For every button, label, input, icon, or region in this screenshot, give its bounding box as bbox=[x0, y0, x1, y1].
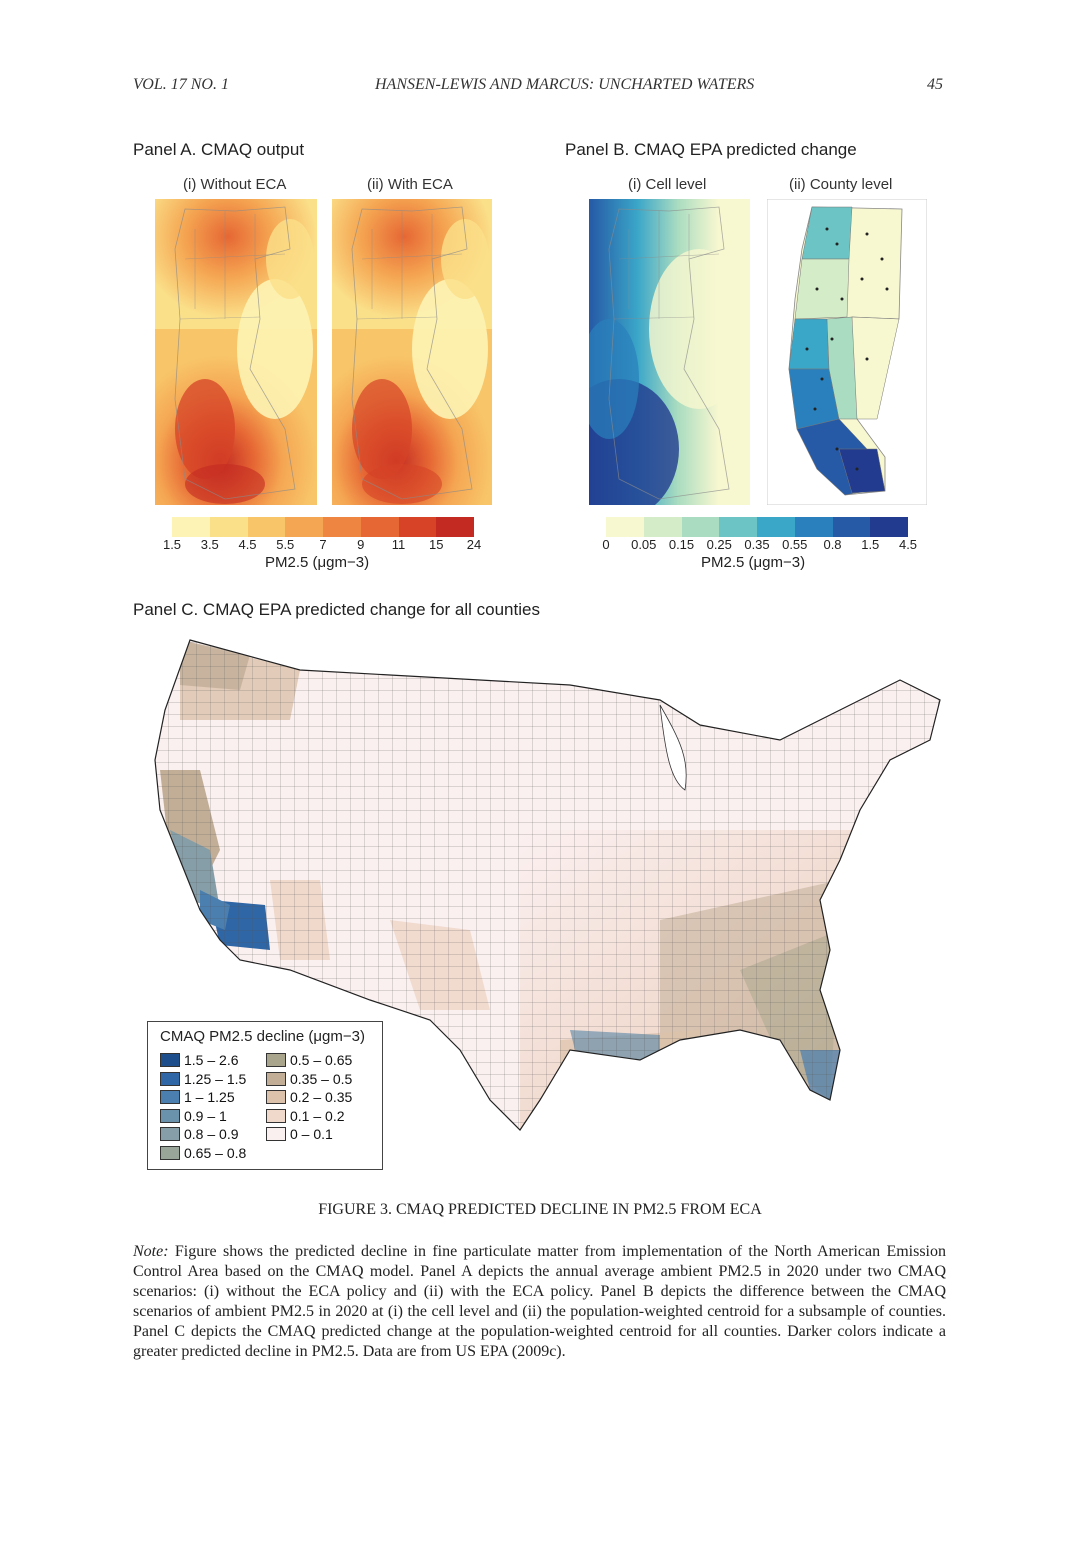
colorbar-segment bbox=[436, 517, 474, 537]
colorbar-tick-label: 7 bbox=[319, 537, 327, 552]
colorbar-tick-label: 4.5 bbox=[238, 537, 257, 552]
colorbar-segment bbox=[832, 517, 871, 537]
legend-title: CMAQ PM2.5 decline (μgm−3) bbox=[160, 1028, 365, 1045]
legend-swatch bbox=[160, 1053, 180, 1067]
colorbar-tick-label: 1.5 bbox=[162, 537, 182, 552]
panel-b-map-cell-level bbox=[589, 199, 750, 505]
panel-b-sub-ii: (ii) County level bbox=[789, 176, 893, 193]
panel-b-colorbar bbox=[606, 517, 908, 537]
legend-entry: 0.35 – 0.5 bbox=[266, 1071, 352, 1087]
colorbar-segment bbox=[719, 517, 757, 537]
legend-entry: 1 – 1.25 bbox=[160, 1089, 235, 1105]
panel-b-title: Panel B. CMAQ EPA predicted change bbox=[565, 140, 857, 159]
legend-entry: 0.5 – 0.65 bbox=[266, 1052, 352, 1068]
legend-entry: 0 – 0.1 bbox=[266, 1126, 333, 1142]
colorbar-tick-label: 5.5 bbox=[276, 537, 295, 552]
colorbar-segment bbox=[285, 517, 323, 537]
panel-b-map-county-level bbox=[767, 199, 927, 505]
legend-label: 0.5 – 0.65 bbox=[290, 1052, 353, 1068]
colorbar-segment bbox=[681, 517, 720, 537]
colorbar-tick-label: 0.15 bbox=[668, 537, 695, 552]
panel-b-units: PM2.5 (μgm−3) bbox=[701, 554, 806, 571]
legend-label: 0.9 – 1 bbox=[184, 1107, 227, 1124]
colorbar-segment bbox=[606, 517, 644, 537]
journal-volume: VOL. 17 NO. 1 bbox=[133, 76, 229, 93]
panel-b-sub-i: (i) Cell level bbox=[628, 176, 707, 193]
legend-label: 1 – 1.25 bbox=[184, 1089, 235, 1105]
legend-swatch bbox=[160, 1127, 180, 1141]
colorbar-tick-label: 9 bbox=[357, 537, 365, 552]
legend-label: 1.25 – 1.5 bbox=[184, 1070, 247, 1087]
panel-a-title: Panel A. CMAQ output bbox=[133, 140, 305, 159]
colorbar-tick-label: 1.5 bbox=[861, 537, 880, 552]
legend-swatch bbox=[266, 1071, 286, 1086]
colorbar-segment bbox=[323, 517, 361, 537]
legend-label: 1.5 – 2.6 bbox=[184, 1052, 239, 1068]
figure-caption: FIGURE 3. CMAQ PREDICTED DECLINE IN PM2.… bbox=[318, 1201, 762, 1218]
colorbar-tick-label: 0.25 bbox=[706, 537, 732, 552]
colorbar-segment bbox=[643, 517, 682, 537]
colorbar-segment bbox=[209, 517, 248, 537]
legend-swatch bbox=[160, 1090, 180, 1104]
colorbar-tick-label: 24 bbox=[466, 537, 482, 552]
colorbar-tick-label: 4.5 bbox=[898, 537, 918, 552]
legend-label: 0.2 – 0.35 bbox=[290, 1089, 353, 1105]
colorbar-segment bbox=[794, 517, 833, 537]
panel-a-map-with-eca bbox=[332, 199, 492, 505]
panel-a-map-without-eca bbox=[155, 199, 317, 505]
colorbar-tick-label: 0.55 bbox=[782, 537, 808, 552]
panel-a-colorbar bbox=[172, 517, 474, 537]
colorbar-tick-label: 0 bbox=[602, 537, 610, 552]
legend-swatch bbox=[160, 1071, 180, 1086]
colorbar-tick-label: 0.05 bbox=[631, 537, 657, 552]
legend-swatch bbox=[160, 1108, 180, 1123]
colorbar-segment bbox=[247, 517, 286, 537]
legend-swatch bbox=[266, 1090, 286, 1104]
legend-entry: 0.2 – 0.35 bbox=[266, 1089, 352, 1105]
legend-swatch bbox=[266, 1108, 286, 1123]
note-label: Note: bbox=[133, 1243, 169, 1260]
panel-c-legend bbox=[147, 1021, 383, 1170]
legend-entry: 1.25 – 1.5 bbox=[160, 1071, 246, 1087]
panel-a-units: PM2.5 (μgm−3) bbox=[265, 554, 370, 571]
legend-label: 0.65 – 0.8 bbox=[184, 1144, 247, 1161]
legend-label: 0.35 – 0.5 bbox=[290, 1070, 353, 1087]
running-title: HANSEN-LEWIS AND MARCUS: UNCHARTED WATER… bbox=[375, 76, 755, 93]
page-number: 45 bbox=[927, 76, 943, 93]
legend-label: 0.1 – 0.2 bbox=[290, 1107, 345, 1124]
colorbar-segment bbox=[870, 517, 908, 537]
colorbar-segment bbox=[360, 517, 399, 537]
legend-entry: 0.9 – 1 bbox=[160, 1108, 227, 1124]
colorbar-segment bbox=[757, 517, 795, 537]
legend-swatch bbox=[266, 1053, 286, 1067]
note-text: Figure shows the predicted decline in fi… bbox=[133, 1243, 947, 1360]
colorbar-tick-label: 0.8 bbox=[823, 537, 842, 552]
legend-label: 0 – 0.1 bbox=[290, 1126, 333, 1142]
colorbar-tick-label: 11 bbox=[391, 537, 406, 552]
legend-entry: 0.8 – 0.9 bbox=[160, 1126, 239, 1142]
panel-c-us-county-map bbox=[154, 639, 941, 1131]
colorbar-tick-label: 15 bbox=[429, 537, 444, 552]
panel-c-title: Panel C. CMAQ EPA predicted change for a… bbox=[133, 600, 540, 619]
figure-note: Note: Figure shows the predicted decline… bbox=[133, 1242, 946, 1362]
colorbar-tick-label: 3.5 bbox=[200, 537, 219, 552]
colorbar-segment bbox=[172, 517, 210, 537]
colorbar-tick-label: 0.35 bbox=[744, 537, 770, 552]
legend-swatch bbox=[160, 1145, 180, 1160]
colorbar-segment bbox=[398, 517, 437, 537]
panel-a-sub-i: (i) Without ECA bbox=[183, 176, 287, 193]
panel-a-sub-ii: (ii) With ECA bbox=[367, 176, 453, 193]
legend-entry: 0.65 – 0.8 bbox=[160, 1145, 246, 1161]
legend-entry: 0.1 – 0.2 bbox=[266, 1108, 345, 1124]
legend-entry: 1.5 – 2.6 bbox=[160, 1052, 239, 1068]
legend-label: 0.8 – 0.9 bbox=[184, 1126, 239, 1142]
legend-swatch bbox=[266, 1127, 286, 1141]
